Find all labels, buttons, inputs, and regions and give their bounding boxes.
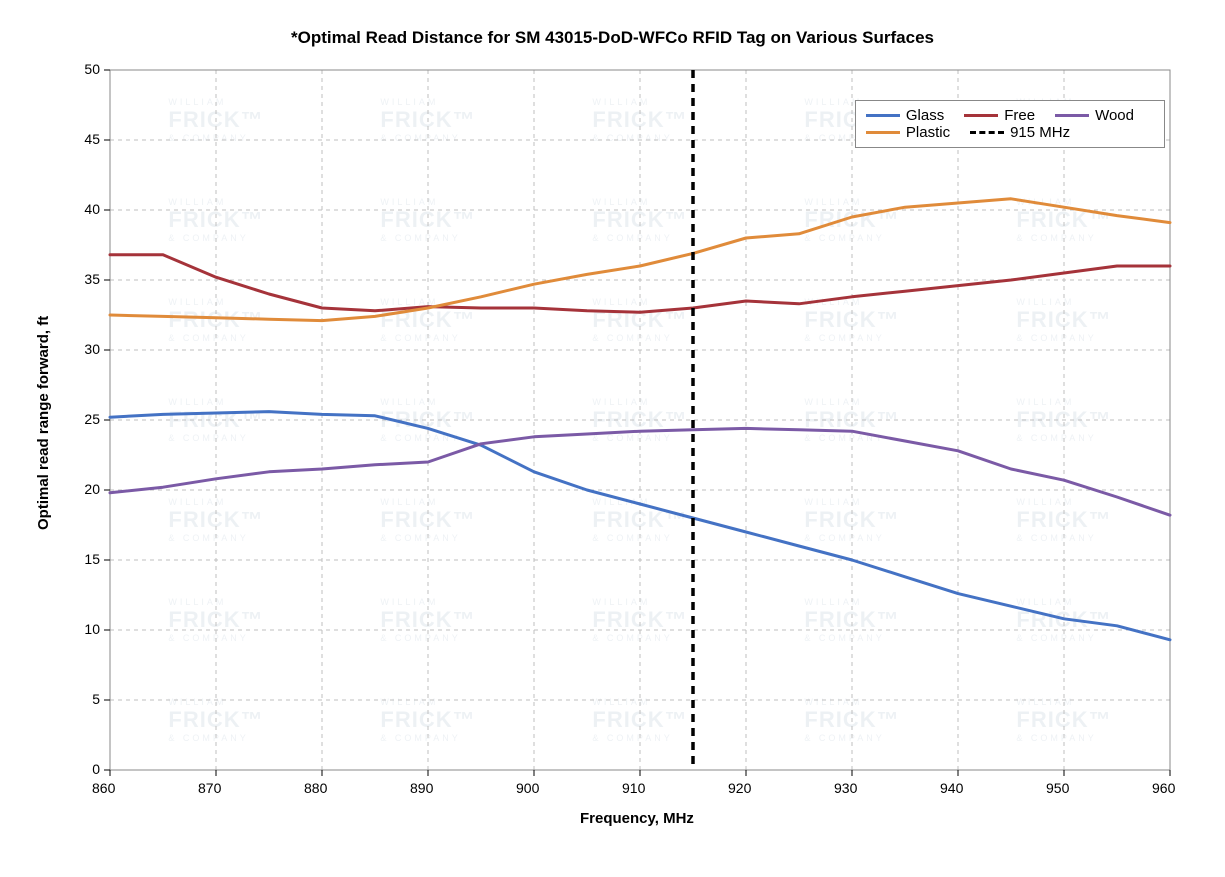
x-tick-label: 950 xyxy=(1046,780,1069,796)
y-tick-label: 25 xyxy=(84,411,100,427)
y-axis-label: Optimal read range forward, ft xyxy=(35,316,52,530)
x-axis-label: Frequency, MHz xyxy=(580,810,694,827)
x-tick-label: 900 xyxy=(516,780,539,796)
legend-item: Plastic xyxy=(866,124,950,141)
y-tick-label: 30 xyxy=(84,341,100,357)
x-tick-label: 860 xyxy=(92,780,115,796)
chart-container: *Optimal Read Distance for SM 43015-DoD-… xyxy=(0,0,1225,877)
x-tick-label: 870 xyxy=(198,780,221,796)
x-tick-label: 920 xyxy=(728,780,751,796)
chart-legend: Glass Free Wood Plastic 915 MHz xyxy=(855,100,1165,148)
y-tick-label: 10 xyxy=(84,621,100,637)
y-tick-label: 35 xyxy=(84,271,100,287)
x-tick-label: 930 xyxy=(834,780,857,796)
x-tick-label: 940 xyxy=(940,780,963,796)
legend-item: Wood xyxy=(1055,107,1134,124)
y-tick-label: 40 xyxy=(84,201,100,217)
y-tick-label: 20 xyxy=(84,481,100,497)
y-tick-label: 15 xyxy=(84,551,100,567)
x-tick-label: 890 xyxy=(410,780,433,796)
y-tick-label: 50 xyxy=(84,61,100,77)
x-tick-label: 910 xyxy=(622,780,645,796)
y-tick-label: 5 xyxy=(92,691,100,707)
legend-item: Glass xyxy=(866,107,944,124)
y-tick-label: 45 xyxy=(84,131,100,147)
x-tick-label: 960 xyxy=(1152,780,1175,796)
legend-item: Free xyxy=(964,107,1035,124)
x-tick-label: 880 xyxy=(304,780,327,796)
legend-item: 915 MHz xyxy=(970,124,1070,141)
y-tick-label: 0 xyxy=(92,761,100,777)
